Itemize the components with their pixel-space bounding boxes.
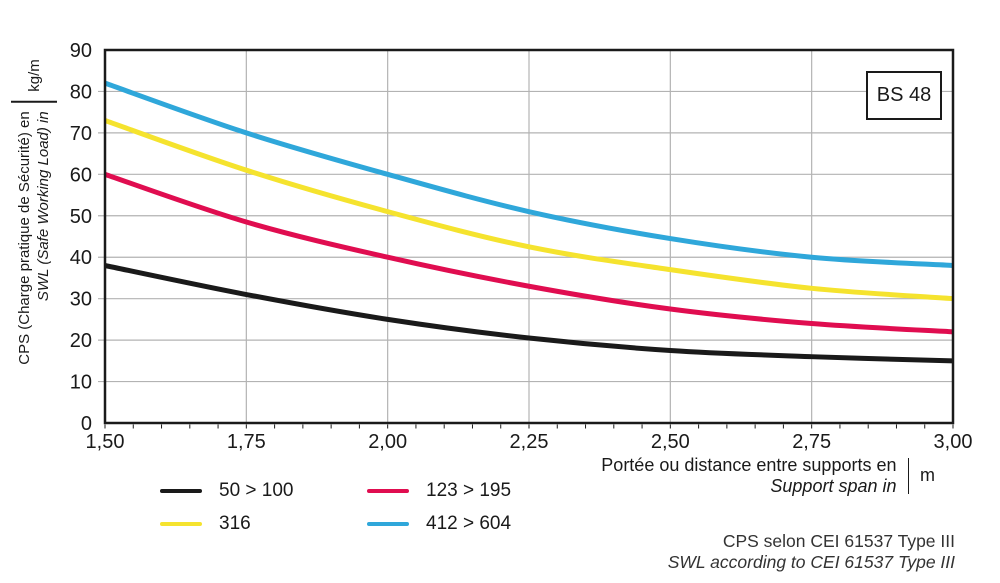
series-curve-123-195	[105, 171, 953, 335]
legend-swatch	[367, 488, 409, 494]
y-axis-unit: kg/m	[25, 59, 43, 92]
y-tick-label: 40	[70, 247, 92, 269]
series-curve-316	[105, 118, 953, 302]
plot-frame	[103, 48, 955, 425]
legend-label: 50 > 100	[219, 480, 294, 501]
standard-footnote: CPS selon CEI 61537 Type III SWL accordi…	[668, 531, 955, 572]
y-tick-label: 80	[70, 81, 92, 103]
legend-label: 123 > 195	[426, 480, 512, 501]
x-axis-label: Portée ou distance entre supports en Sup…	[601, 455, 935, 496]
y-tick-label: 0	[81, 413, 92, 435]
legend-label: 316	[219, 513, 251, 534]
product-badge: BS 48	[866, 71, 942, 120]
y-axis-unit-divider	[11, 100, 57, 103]
y-axis-label: CPS (Charge pratique de Sécurité) en SWL…	[11, 59, 57, 365]
x-axis-label-fr: Portée ou distance entre supports en	[601, 455, 897, 475]
legend-item: 316	[160, 513, 367, 535]
x-tick-label: 1,75	[227, 431, 266, 453]
y-tick-label: 50	[70, 206, 92, 228]
y-tick-label: 30	[70, 289, 92, 311]
legend-swatch	[367, 521, 409, 527]
y-tick-label: 90	[70, 40, 92, 62]
x-tick-label: 2,50	[651, 431, 690, 453]
y-axis-label-fr: CPS (Charge pratique de Sécurité) en	[15, 111, 33, 365]
legend-swatch	[160, 488, 202, 494]
y-tick-label: 60	[70, 164, 92, 186]
y-tick-label: 70	[70, 123, 92, 145]
standard-footnote-en: SWL according to CEI 61537 Type III	[667, 551, 955, 572]
legend-label: 412 > 604	[426, 513, 512, 534]
legend-item: 123 > 195	[367, 480, 511, 502]
series-curve-412-604	[105, 80, 953, 269]
x-axis-unit-divider	[907, 457, 909, 494]
x-axis-label-text: Portée ou distance entre supports en Sup…	[601, 455, 896, 496]
y-axis-label-en: SWL (Safe Working Load) in	[35, 111, 52, 302]
y-tick-label: 10	[70, 372, 92, 394]
legend-item: 412 > 604	[367, 513, 511, 535]
standard-footnote-fr: CPS selon CEI 61537 Type III	[722, 531, 955, 551]
x-tick-label: 2,75	[792, 431, 831, 453]
legend-swatch	[160, 521, 202, 527]
chart-legend: 50 > 100 123 > 195 316 412 > 604	[160, 480, 511, 535]
x-axis-unit: m	[920, 465, 935, 486]
series-curve-50-100	[105, 263, 953, 364]
y-tick-label: 20	[70, 330, 92, 352]
x-tick-label: 2,25	[510, 431, 549, 453]
x-tick-label: 2,00	[368, 431, 407, 453]
x-tick-label: 1,50	[86, 431, 125, 453]
product-badge-label: BS 48	[876, 84, 932, 106]
x-tick-label: 3,00	[934, 431, 973, 453]
legend-item: 50 > 100	[160, 480, 367, 502]
x-axis-label-en: Support span in	[770, 475, 897, 496]
y-axis-label-text: CPS (Charge pratique de Sécurité) en SWL…	[15, 111, 54, 364]
